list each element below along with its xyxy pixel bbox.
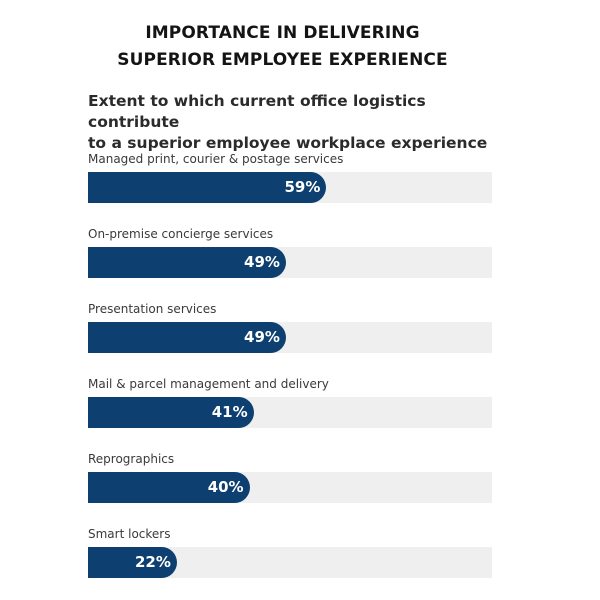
bar-value-label: 49% [244, 328, 280, 346]
bar: 49% [88, 247, 286, 278]
bar: 59% [88, 172, 327, 203]
bar-track: 59% [88, 172, 492, 203]
bar-category-label: On-premise concierge services [88, 227, 274, 241]
bar: 49% [88, 322, 286, 353]
chart-subtitle-line-2: to a superior employee workplace experie… [88, 134, 488, 152]
chart-title: IMPORTANCE IN DELIVERING SUPERIOR EMPLOY… [0, 20, 565, 74]
bar-category-label: Reprographics [88, 452, 175, 466]
bar-track: 22% [88, 547, 492, 578]
bar-value-label: 49% [244, 253, 280, 271]
bar: 41% [88, 397, 254, 428]
bar-track: 40% [88, 472, 492, 503]
bar-value-label: 40% [207, 478, 244, 496]
bar-category-label: Mail & parcel management and delivery [88, 377, 329, 391]
bar-category-label: Presentation services [88, 302, 217, 316]
bar-track: 41% [88, 397, 492, 428]
bar-value-label: 41% [211, 403, 248, 421]
bar-category-label: Managed print, courier & postage service… [88, 152, 344, 166]
bar-track: 49% [88, 322, 492, 353]
bar-value-label: 59% [284, 178, 321, 196]
chart-title-line-2: SUPERIOR EMPLOYEE EXPERIENCE [117, 50, 448, 70]
bar: 22% [88, 547, 177, 578]
chart-subtitle: Extent to which current office logistics… [88, 91, 508, 154]
chart-subtitle-line-1: Extent to which current office logistics… [88, 92, 426, 131]
bar-category-label: Smart lockers [88, 527, 171, 541]
bar-chart: Managed print, courier & postage service… [88, 0, 492, 600]
bar-track: 49% [88, 247, 492, 278]
chart-title-line-1: IMPORTANCE IN DELIVERING [145, 23, 420, 43]
bar: 40% [88, 472, 250, 503]
bar-value-label: 22% [134, 553, 171, 571]
